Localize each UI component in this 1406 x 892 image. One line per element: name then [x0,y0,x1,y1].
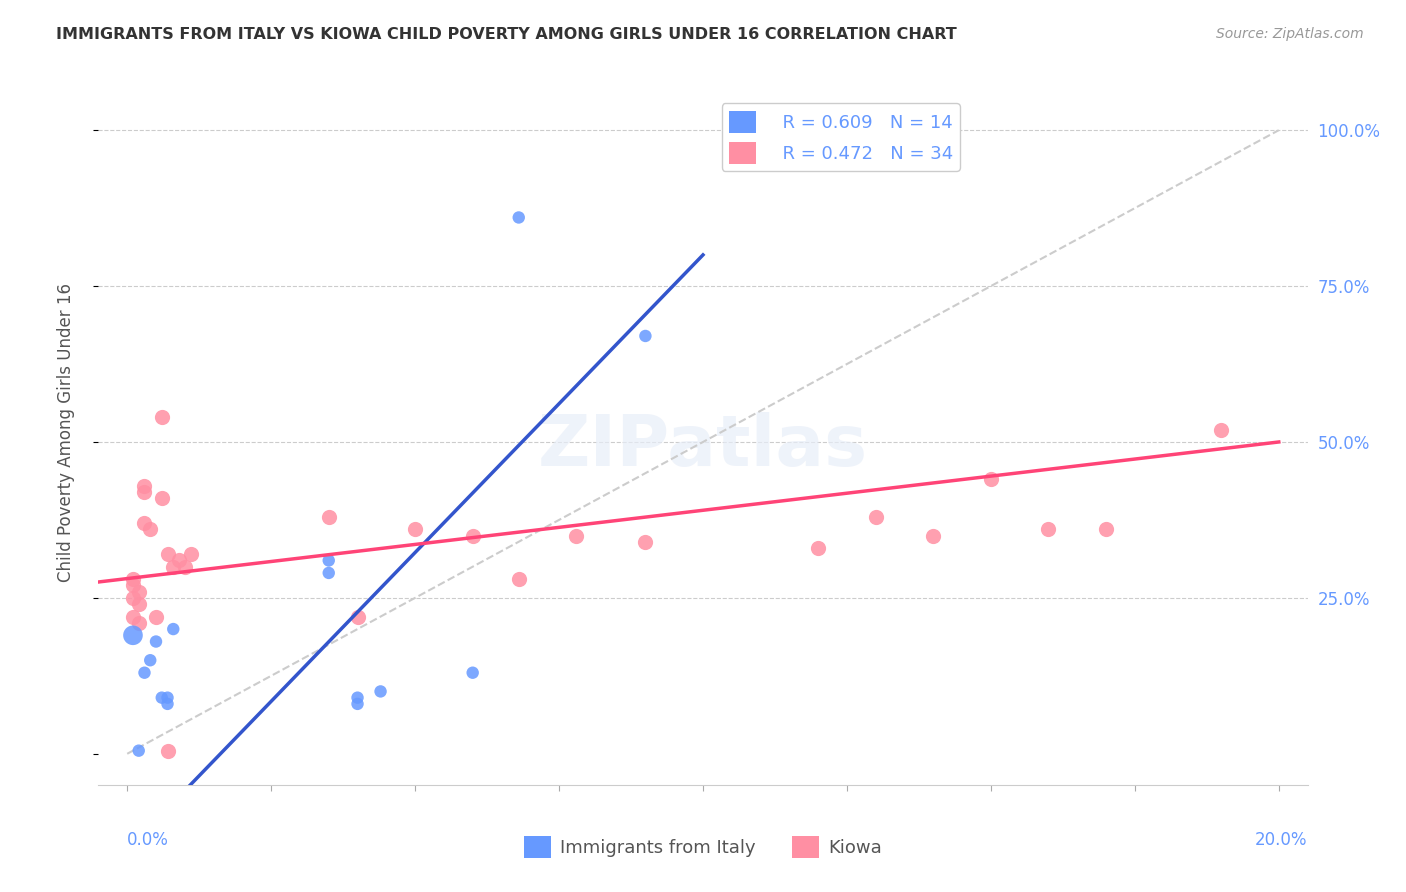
Text: 0.0%: 0.0% [127,830,169,849]
Point [318,509,340,524]
Point [1211,423,1233,437]
Point [1038,522,1060,536]
Point [461,528,484,542]
Point [980,472,1002,486]
Point [134,484,156,499]
Point [865,509,887,524]
Point [139,522,162,536]
Point [145,634,167,648]
Point [404,522,426,536]
Point [167,553,190,567]
Point [346,609,368,624]
Point [346,690,368,705]
Point [162,559,184,574]
Point [318,566,340,580]
Point [162,622,184,636]
Point [122,578,145,592]
Point [461,665,484,680]
Point [180,547,202,561]
Point [370,684,392,698]
Point [122,591,145,605]
Point [145,609,167,624]
Point [128,584,150,599]
Text: 20.0%: 20.0% [1256,830,1308,849]
Text: IMMIGRANTS FROM ITALY VS KIOWA CHILD POVERTY AMONG GIRLS UNDER 16 CORRELATION CH: IMMIGRANTS FROM ITALY VS KIOWA CHILD POV… [56,27,957,42]
Point [150,690,173,705]
Point [634,534,657,549]
Point [508,211,530,225]
Point [318,553,340,567]
Point [156,547,179,561]
Text: ZIPatlas: ZIPatlas [538,412,868,481]
Point [173,559,195,574]
Point [156,744,179,758]
Point [122,628,145,642]
Point [134,665,156,680]
Y-axis label: Child Poverty Among Girls Under 16: Child Poverty Among Girls Under 16 [56,283,75,582]
Legend:   R = 0.609   N = 14,   R = 0.472   N = 34: R = 0.609 N = 14, R = 0.472 N = 34 [721,103,960,171]
Point [922,528,945,542]
Point [150,491,173,505]
Point [1095,522,1118,536]
Point [122,609,145,624]
Point [508,572,530,586]
Point [150,410,173,425]
Point [807,541,830,555]
Point [134,478,156,492]
Point [139,653,162,667]
Point [346,697,368,711]
Point [156,690,179,705]
Point [634,329,657,343]
Point [128,615,150,630]
Point [156,697,179,711]
Point [128,597,150,611]
Point [128,744,150,758]
Point [134,516,156,530]
Text: Source: ZipAtlas.com: Source: ZipAtlas.com [1216,27,1364,41]
Point [565,528,588,542]
Point [122,572,145,586]
Legend: Immigrants from Italy, Kiowa: Immigrants from Italy, Kiowa [517,829,889,865]
